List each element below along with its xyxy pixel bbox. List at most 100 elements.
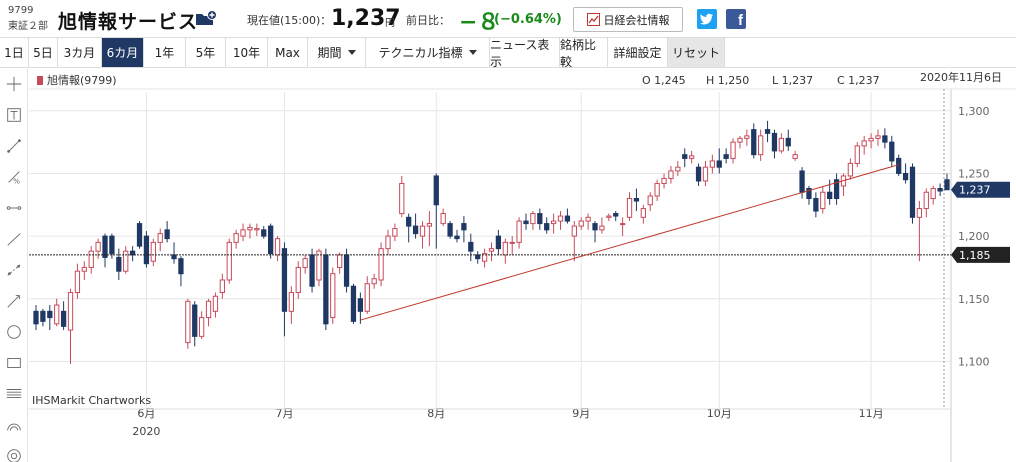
nikkei-button-label: 日経会社情報 (603, 13, 670, 27)
candle-body (827, 191, 833, 200)
range-button-label: 銘柄比較 (560, 37, 597, 69)
candle-body (475, 254, 481, 260)
crosshair-icon[interactable] (4, 75, 24, 93)
range-button-11[interactable]: 銘柄比較 (560, 37, 608, 69)
candle-body (378, 248, 384, 281)
candle-body (640, 208, 646, 218)
twitter-share-icon[interactable] (697, 9, 717, 29)
candle-body (530, 213, 536, 225)
ohlc-open: O 1,245 (642, 74, 686, 87)
range-button-8[interactable]: 期間 (308, 38, 366, 67)
arc-icon[interactable] (4, 416, 24, 434)
line-icon[interactable] (4, 137, 24, 155)
candle-body (109, 235, 115, 255)
candle-body (447, 223, 453, 237)
range-button-2[interactable]: 3カ月 (58, 38, 102, 67)
drawing-tools-sidebar: % (0, 69, 28, 462)
horizontal-line-icon[interactable] (4, 199, 24, 217)
market-label: 東証２部 (8, 21, 48, 32)
candle-body (544, 223, 550, 231)
candle-body (758, 135, 764, 156)
candlestick-chart[interactable]: 旭情報(9799) O 1,245 H 1,250 L 1,237 C 1,237 202… (29, 69, 1016, 462)
range-button-10[interactable]: ニュース表示 (490, 37, 560, 69)
ohlc-high: H 1,250 (706, 74, 749, 87)
add-folder-icon[interactable] (195, 10, 217, 26)
range-button-0[interactable]: 1日 (0, 38, 29, 67)
candle-body (509, 241, 515, 244)
last-price-tag (951, 181, 1010, 198)
more-icon[interactable] (4, 447, 24, 462)
candle-body (254, 228, 260, 231)
price-label: 現在値(15:00)： (247, 14, 332, 27)
candle-body (433, 175, 439, 206)
candle-body (882, 135, 888, 143)
candle-body (281, 248, 288, 312)
candle-body (516, 220, 522, 243)
fibonacci-icon[interactable] (4, 385, 24, 403)
candle-body (454, 235, 460, 240)
candle-body (923, 191, 929, 210)
facebook-share-icon[interactable]: f (726, 9, 746, 29)
candle-body (647, 195, 653, 206)
source-credit: IHSMarkit Chartworks (32, 394, 152, 407)
candle-body (468, 241, 474, 252)
chevron-down-icon (347, 50, 356, 55)
candle-body (944, 179, 950, 191)
trend-line-icon[interactable] (4, 230, 24, 248)
range-button-12[interactable]: 詳細設定 (608, 38, 668, 67)
range-button-label: Max (275, 45, 300, 60)
candle-body (813, 198, 819, 212)
range-button-label: 1年 (154, 46, 175, 60)
candle-body (268, 225, 274, 255)
range-button-1[interactable]: 5日 (29, 38, 58, 67)
range-button-5[interactable]: 5年 (186, 38, 226, 67)
rectangle-icon[interactable] (4, 354, 24, 372)
candle-body (654, 182, 660, 197)
candle-body (550, 220, 557, 225)
range-button-label: ニュース表示 (490, 37, 550, 69)
candle-body (178, 258, 184, 275)
candle-body (502, 241, 508, 256)
points-line-icon[interactable] (4, 261, 24, 279)
candle-body (481, 253, 488, 262)
x-tick-label: 7月 (275, 407, 293, 420)
candle-body (323, 254, 329, 325)
percent-line-icon[interactable]: % (4, 168, 24, 186)
trend-line[interactable] (360, 164, 899, 321)
candle-body (847, 162, 854, 177)
candle-body (461, 223, 467, 231)
range-button-9[interactable]: テクニカル指標 (366, 38, 490, 67)
chart-icon (586, 13, 600, 26)
range-button-13[interactable]: リセット (668, 38, 725, 67)
candle-body (350, 285, 357, 322)
range-button-6[interactable]: 10年 (226, 38, 268, 67)
y-tick-label: 1,100 (958, 355, 990, 368)
candle-body (74, 270, 81, 294)
candle-body (136, 223, 143, 247)
range-button-4[interactable]: 1年 (144, 38, 186, 67)
candle-body (185, 300, 191, 344)
candle-body (143, 235, 150, 265)
circle-icon[interactable] (4, 323, 24, 341)
x-tick-label: 8月 (427, 407, 445, 420)
arrow-line-icon[interactable] (4, 292, 24, 310)
candle-body (854, 145, 860, 164)
x-tick-label: 6月 (137, 407, 155, 420)
candle-body (606, 215, 612, 218)
candle-body (523, 220, 529, 225)
range-button-label: 5日 (33, 46, 53, 60)
nikkei-company-info-button[interactable]: 日経会社情報 (573, 7, 683, 32)
text-icon[interactable] (4, 106, 24, 124)
range-button-7[interactable]: Max (268, 38, 308, 67)
candle-body (129, 250, 136, 256)
range-button-label: リセット (671, 46, 720, 60)
candle-body (564, 215, 571, 222)
y-tick-label: 1,200 (958, 230, 990, 243)
candle-body (192, 304, 198, 337)
candle-body (247, 226, 253, 231)
candle-body (102, 235, 108, 258)
candle-body (295, 266, 301, 294)
candle-body (716, 160, 722, 168)
x-tick-label: 11月 (859, 407, 884, 420)
range-button-3[interactable]: 6カ月 (102, 38, 144, 67)
